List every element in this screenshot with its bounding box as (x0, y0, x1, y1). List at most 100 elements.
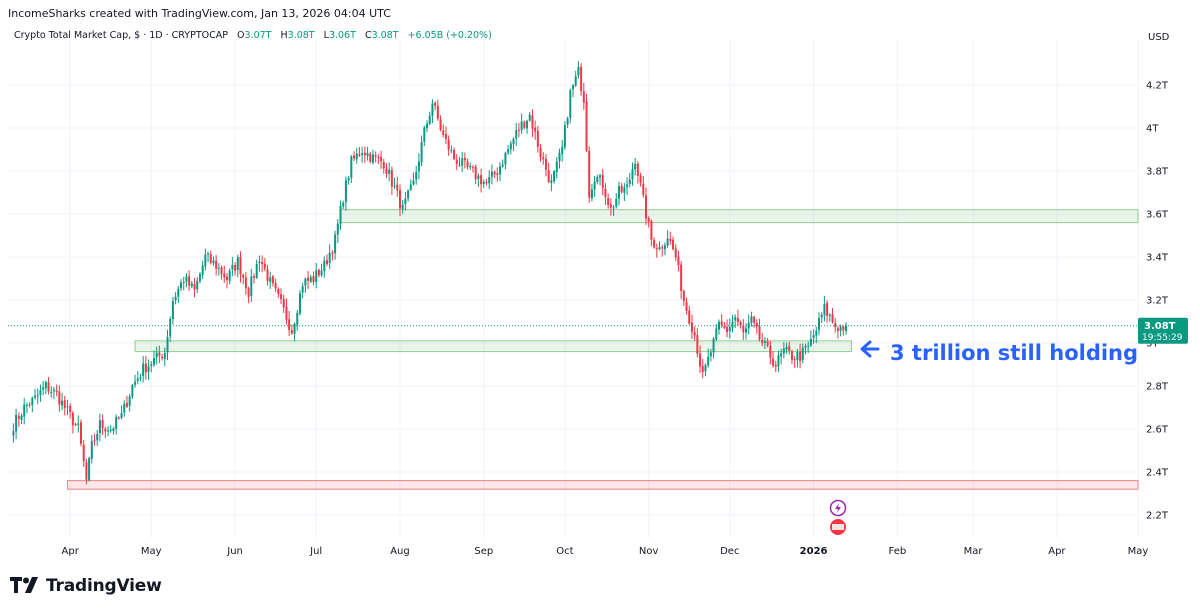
candle-body (374, 155, 377, 157)
high-label: H (280, 30, 288, 41)
candle-body (688, 310, 691, 324)
y-axis-tick-label: 2.4T (1146, 468, 1169, 479)
candle-body (707, 356, 710, 366)
candle-body (720, 321, 723, 326)
candle-body (431, 103, 434, 116)
candle-body (244, 277, 247, 289)
candle-body (253, 276, 256, 278)
candle-body (466, 161, 469, 168)
candle-body (134, 381, 137, 385)
candle-body (482, 181, 485, 184)
candle-body (353, 155, 356, 159)
candle-body (590, 189, 593, 199)
candle-body (507, 149, 510, 153)
candle-body (88, 458, 91, 481)
candle-body (531, 115, 534, 129)
candle-body (112, 428, 115, 431)
y-axis-tick-label: 3.8T (1146, 167, 1169, 178)
symbol-title[interactable]: Crypto Total Market Cap, $ · 1D · CRYPTO… (14, 30, 228, 41)
candle-body (312, 276, 315, 282)
candle-body (774, 364, 777, 367)
candle-body (401, 204, 404, 210)
candle-body (680, 264, 683, 292)
support-zone-red[interactable] (66, 480, 1139, 490)
candle-body (85, 462, 88, 480)
candle-body (315, 270, 318, 282)
candle-body (317, 269, 320, 276)
candle-body (82, 444, 85, 462)
candle-body (358, 154, 361, 156)
candle-body (328, 252, 331, 264)
candle-body (461, 158, 464, 166)
candle-body (550, 180, 553, 183)
candle-body (169, 318, 172, 337)
candle-body (90, 440, 93, 459)
candle-body (247, 287, 250, 297)
candle-body (845, 325, 848, 331)
candle-body (555, 161, 558, 173)
candle-body (428, 115, 431, 124)
x-axis-tick-label: Oct (556, 546, 573, 557)
candle-body (74, 424, 77, 426)
y-axis-tick-label: 3T (1146, 339, 1159, 350)
candle-body (642, 183, 645, 195)
candle-body (631, 169, 634, 180)
candle-body (369, 154, 372, 162)
candle-body (615, 198, 618, 207)
candle-body (339, 205, 342, 224)
candle-body (109, 429, 112, 431)
candle-body (323, 260, 326, 271)
candle-body (561, 147, 564, 154)
candle-body (42, 387, 45, 390)
candle-body (644, 195, 647, 219)
candle-body (612, 207, 615, 209)
candle-body (144, 363, 147, 373)
candle-body (382, 162, 385, 169)
candle-body (566, 118, 569, 125)
candle-body (790, 351, 793, 360)
candle-body (31, 397, 34, 406)
candle-body (520, 121, 523, 131)
x-axis-tick-label: May (141, 546, 162, 557)
support-zone-green[interactable] (134, 340, 852, 353)
candle-body (23, 404, 26, 417)
candle-body (772, 358, 775, 366)
candle-body (736, 318, 739, 323)
support-zone-green[interactable] (340, 209, 1139, 224)
candle-body (755, 323, 758, 327)
candle-body (258, 261, 261, 264)
chart-credit: IncomeSharks created with TradingView.co… (8, 7, 391, 20)
y-axis-tick-label: 2.8T (1146, 382, 1169, 393)
candle-body (572, 85, 574, 90)
candle-body (17, 415, 20, 419)
candle-body (239, 256, 242, 275)
candle-body (336, 223, 339, 235)
candle-body (504, 152, 507, 165)
candle-body (236, 257, 239, 271)
y-axis-tick-label: 2.6T (1146, 425, 1169, 436)
candle-body (385, 168, 388, 174)
candle-body (269, 277, 272, 282)
candle-body (544, 158, 547, 170)
candle-body (71, 412, 74, 426)
candle-body (693, 332, 696, 336)
last-price-badge (1138, 317, 1188, 344)
tradingview-logo-text: TradingView (46, 576, 162, 596)
candle-body (293, 323, 296, 334)
candle-body (777, 355, 780, 367)
candle-body (150, 364, 153, 366)
candle-body (158, 352, 161, 356)
candle-body (188, 276, 191, 286)
y-axis-tick-label: 3.4T (1146, 253, 1169, 264)
candle-body (77, 423, 80, 426)
candle-body (674, 248, 677, 258)
tradingview-logo[interactable]: TradingView (10, 576, 162, 596)
candle-body (350, 156, 353, 178)
candle-body (217, 267, 220, 269)
x-axis-tick-label: 2026 (800, 546, 828, 557)
candle-body (171, 300, 174, 320)
candle-body (490, 171, 493, 177)
candle-body (831, 314, 834, 323)
candle-body (223, 273, 226, 278)
